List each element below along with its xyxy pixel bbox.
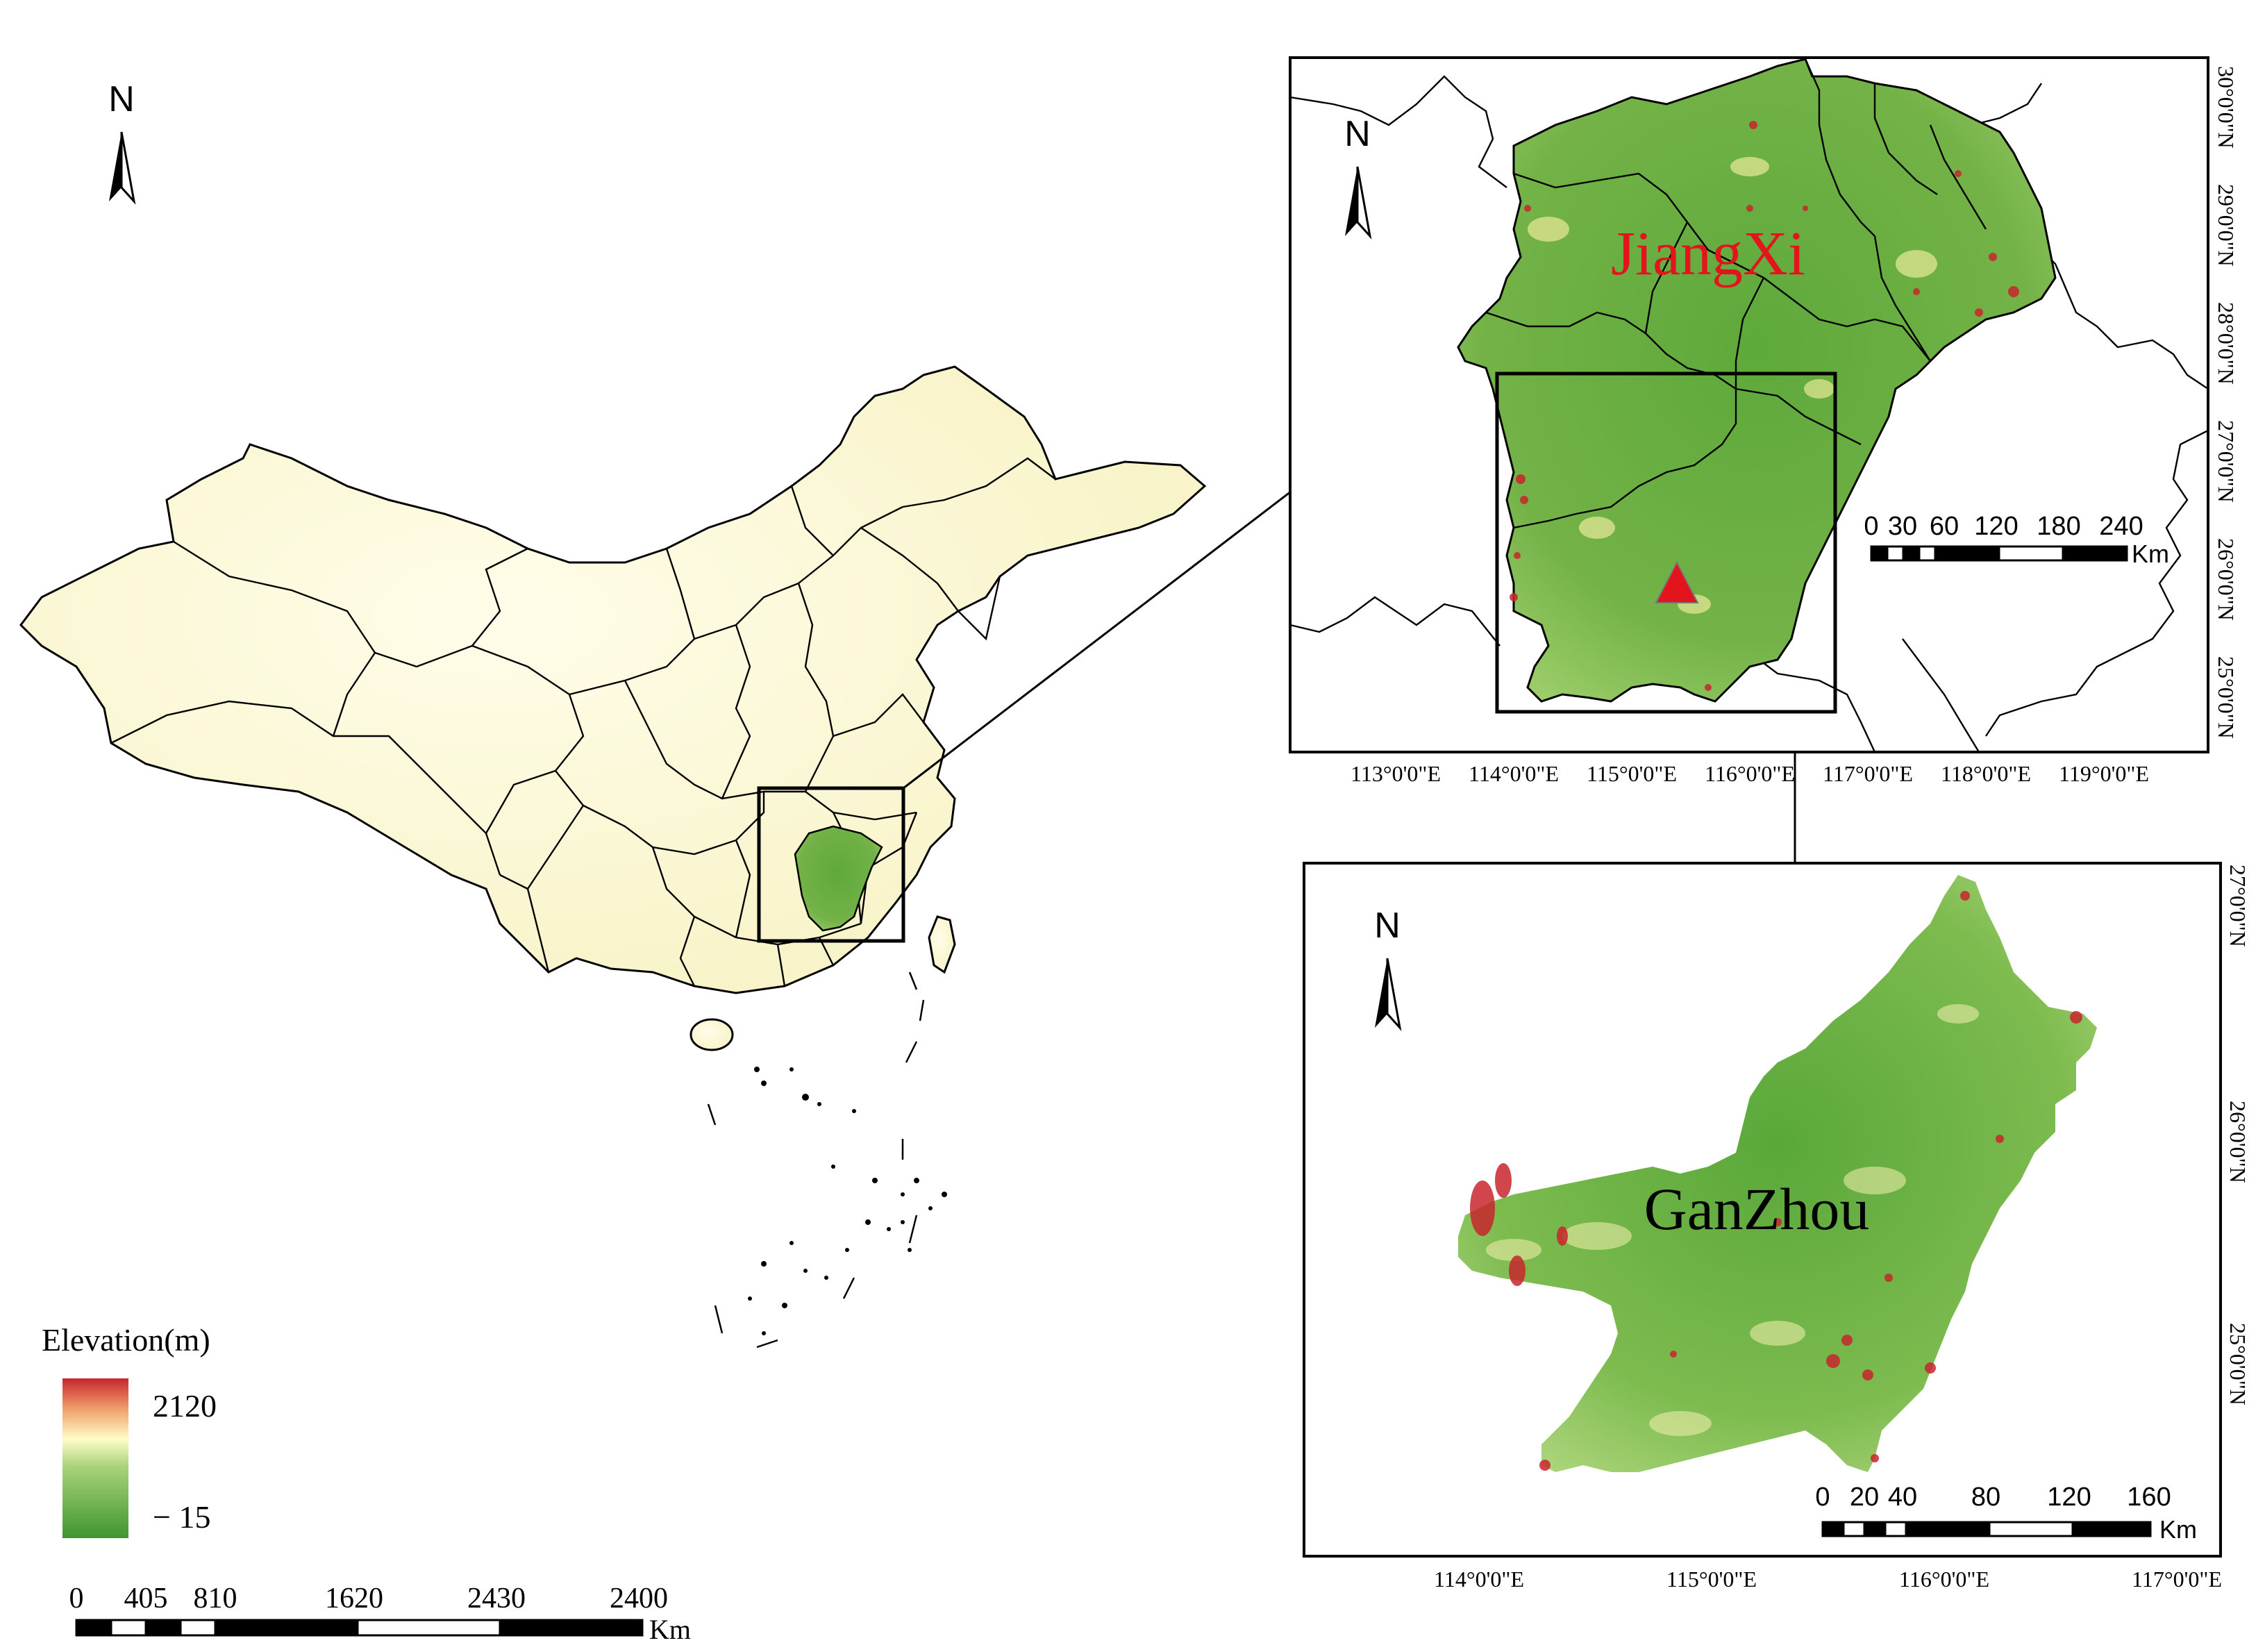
lon-tick: 117°0'0"E: [1823, 761, 1913, 786]
jiangxi-high-elevation: [1510, 121, 2019, 691]
lat-tick: 29°0'0"N: [2214, 184, 2239, 267]
overview-locator-box: [757, 786, 905, 943]
ganzhou-label: GanZhou: [1644, 1176, 1870, 1242]
scalebar-label: 2400: [610, 1583, 668, 1615]
scalebar-label: 120: [1974, 512, 2018, 541]
lon-tick: 119°0'0"E: [2059, 761, 2149, 786]
lon-tick: 117°0'0"E: [2132, 1567, 2222, 1592]
hainan-island: [689, 1018, 734, 1051]
china-mainland: [19, 365, 1207, 994]
scalebar-label: 0: [1864, 512, 1878, 541]
elevation-legend: Elevation(m) 2120 − 15: [42, 1322, 217, 1538]
scalebar-label: 20: [1850, 1483, 1879, 1512]
lat-tick: 25°0'0"N: [2214, 656, 2239, 739]
scalebar-label: 0: [1815, 1483, 1830, 1512]
north-label: N: [1374, 906, 1401, 946]
north-arrow-icon: [108, 131, 135, 203]
jiangxi-lon-ticks: 113°0'0"E 114°0'0"E 115°0'0"E 116°0'0"E …: [1351, 761, 2149, 786]
lat-tick: 26°0'0"N: [2214, 538, 2239, 621]
china-scalebar: 0 405 810 1620 2430 2400 Km: [69, 1583, 692, 1645]
taiwan-island: [928, 915, 956, 974]
scalebar-label: 160: [2127, 1483, 2171, 1512]
ganzhou-scalebar: 0 20 40 80 120 160 Km: [1815, 1483, 2197, 1544]
ganzhou-region: [1458, 875, 2097, 1472]
scalebar-label: 30: [1888, 512, 1917, 541]
north-label: N: [108, 79, 135, 119]
lon-tick: 115°0'0"E: [1587, 761, 1677, 786]
scalebar-label: 80: [1971, 1483, 2000, 1512]
lat-tick: 27°0'0"N: [2214, 420, 2239, 503]
north-label: N: [1344, 114, 1371, 154]
china-overview-map: [19, 365, 1207, 1349]
jiangxi-province: [1457, 58, 2057, 703]
lon-tick: 114°0'0"E: [1434, 1567, 1524, 1592]
prefecture-boundaries: [1485, 58, 1987, 529]
ganzhou-high-elevation: [1470, 891, 2082, 1471]
china-north-arrow: N: [108, 79, 135, 203]
lat-tick: 25°0'0"N: [2225, 1323, 2250, 1405]
lon-tick: 116°0'0"E: [1705, 761, 1795, 786]
lon-tick: 113°0'0"E: [1351, 761, 1441, 786]
ganzhou-lat-ticks: 27°0'0"N 26°0'0"N 25°0'0"N: [2225, 865, 2250, 1405]
lon-tick: 118°0'0"E: [1941, 761, 2031, 786]
legend-title: Elevation(m): [42, 1322, 210, 1358]
scalebar-label: 1620: [325, 1583, 383, 1615]
jiangxi-label: JiangXi: [1611, 219, 1805, 288]
nine-dash-line: [707, 971, 925, 1349]
ganzhou-north-arrow: N: [1373, 906, 1401, 1029]
scalebar-label: 180: [2037, 512, 2080, 541]
scalebar-label: 405: [124, 1583, 168, 1615]
legend-min-label: − 15: [153, 1499, 210, 1535]
legend-color-ramp: [62, 1378, 128, 1538]
lat-tick: 28°0'0"N: [2214, 302, 2239, 385]
scalebar-label: 240: [2099, 512, 2143, 541]
jiangxi-scalebar: 0 30 60 120 180 240 Km: [1864, 512, 2169, 568]
ganzhou-lowland-patches: [1486, 1004, 1979, 1436]
lat-tick: 30°0'0"N: [2214, 66, 2239, 149]
jiangxi-north-arrow: N: [1344, 114, 1371, 237]
legend-max-label: 2120: [153, 1388, 217, 1424]
ganzhou-locator-box: [1495, 372, 1837, 714]
scalebar-label: 40: [1888, 1483, 1917, 1512]
scalebar-unit: Km: [2132, 540, 2169, 568]
ganzhou-lon-ticks: 114°0'0"E 115°0'0"E 116°0'0"E 117°0'0"E: [1434, 1567, 2222, 1592]
lon-tick: 115°0'0"E: [1666, 1567, 1757, 1592]
ganzhou-map-panel: GanZhou N 0 20 40 80 120 160: [1303, 862, 2250, 1592]
jiangxi-province-overview: [794, 825, 883, 932]
lon-tick: 116°0'0"E: [1899, 1567, 1989, 1592]
scalebar-label: 810: [194, 1583, 237, 1615]
province-boundaries: [110, 457, 1056, 987]
lon-tick: 114°0'0"E: [1469, 761, 1559, 786]
scalebar-label: 2430: [467, 1583, 526, 1615]
scalebar-unit: Km: [649, 1614, 691, 1645]
scalebar-label: 0: [69, 1583, 84, 1615]
scalebar-label: 120: [2047, 1483, 2091, 1512]
scalebar-label: 60: [1930, 512, 1959, 541]
jiangxi-map-panel: JiangXi N 0 30 60 120 180 240: [1289, 56, 2239, 786]
triangle-marker-icon: [1655, 560, 1699, 603]
lat-tick: 26°0'0"N: [2225, 1101, 2250, 1183]
jiangxi-lat-ticks: 30°0'0"N 29°0'0"N 28°0'0"N 27°0'0"N 26°0…: [2214, 66, 2239, 739]
lat-tick: 27°0'0"N: [2225, 865, 2250, 947]
scalebar-unit: Km: [2159, 1515, 2197, 1544]
south-china-sea-islands: [748, 1067, 947, 1335]
